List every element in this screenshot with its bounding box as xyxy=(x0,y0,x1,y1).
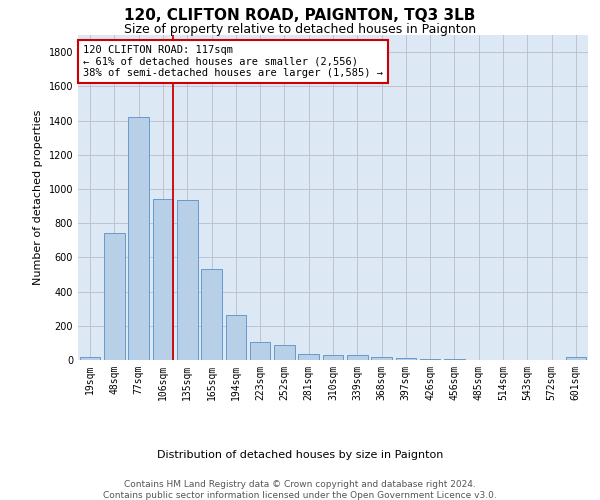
Bar xyxy=(566,358,586,360)
Bar xyxy=(395,358,416,360)
Bar xyxy=(371,358,392,360)
Bar xyxy=(152,199,173,360)
Text: Size of property relative to detached houses in Paignton: Size of property relative to detached ho… xyxy=(124,22,476,36)
Bar xyxy=(201,270,222,360)
Bar xyxy=(104,234,125,360)
Bar xyxy=(226,314,246,360)
Text: 120 CLIFTON ROAD: 117sqm
← 61% of detached houses are smaller (2,556)
38% of sem: 120 CLIFTON ROAD: 117sqm ← 61% of detach… xyxy=(83,45,383,78)
Text: Contains HM Land Registry data © Crown copyright and database right 2024.: Contains HM Land Registry data © Crown c… xyxy=(124,480,476,489)
Bar xyxy=(420,359,440,360)
Text: 120, CLIFTON ROAD, PAIGNTON, TQ3 3LB: 120, CLIFTON ROAD, PAIGNTON, TQ3 3LB xyxy=(124,8,476,22)
Bar xyxy=(347,355,368,360)
Text: Contains public sector information licensed under the Open Government Licence v3: Contains public sector information licen… xyxy=(103,491,497,500)
Text: Distribution of detached houses by size in Paignton: Distribution of detached houses by size … xyxy=(157,450,443,460)
Bar xyxy=(250,342,271,360)
Y-axis label: Number of detached properties: Number of detached properties xyxy=(33,110,43,285)
Bar xyxy=(80,356,100,360)
Bar xyxy=(323,355,343,360)
Bar xyxy=(128,117,149,360)
Bar xyxy=(298,354,319,360)
Bar xyxy=(274,344,295,360)
Bar xyxy=(177,200,197,360)
